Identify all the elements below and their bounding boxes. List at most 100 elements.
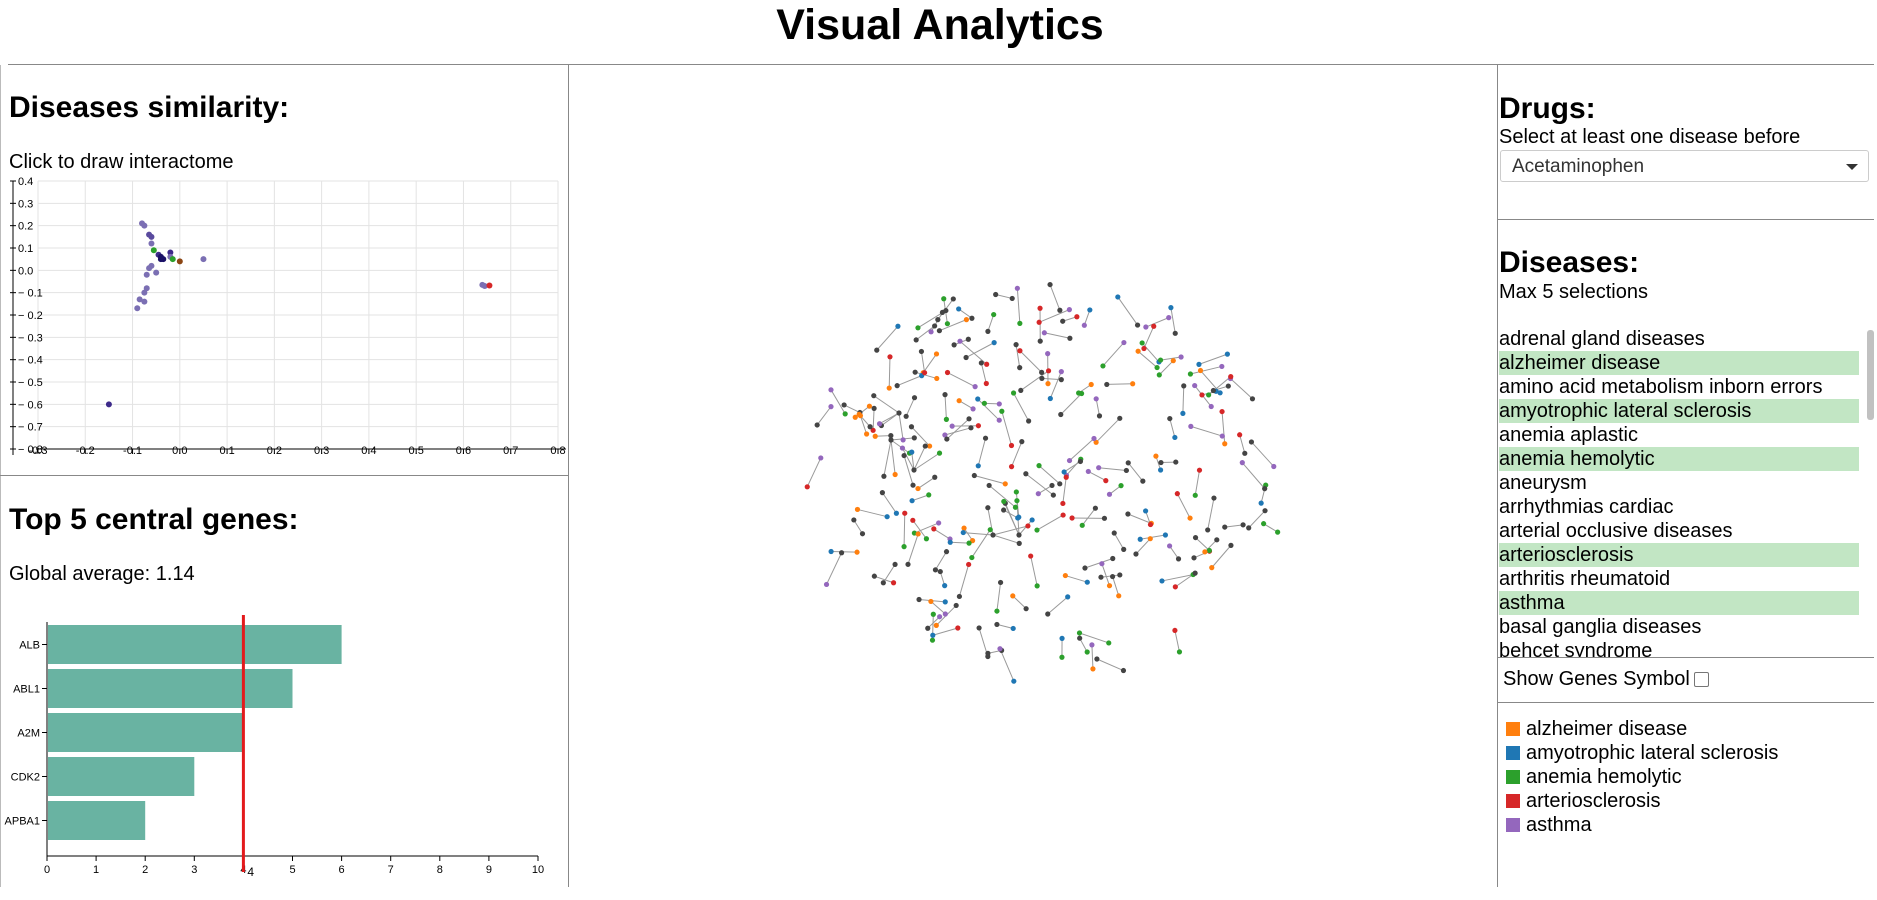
network-node[interactable]: [1084, 649, 1090, 655]
scatter-point[interactable]: [141, 289, 148, 296]
network-node[interactable]: [828, 387, 834, 393]
network-node[interactable]: [871, 573, 877, 579]
network-node[interactable]: [985, 505, 991, 511]
network-node[interactable]: [841, 402, 847, 408]
network-node[interactable]: [1210, 387, 1216, 394]
scatter-point[interactable]: [167, 249, 174, 256]
network-node[interactable]: [1262, 508, 1268, 514]
network-node[interactable]: [1074, 314, 1080, 320]
network-node[interactable]: [1147, 536, 1153, 542]
network-node[interactable]: [991, 340, 997, 346]
network-node[interactable]: [996, 417, 1002, 423]
disease-item[interactable]: behcet syndrome: [1499, 640, 1653, 657]
network-node[interactable]: [1117, 415, 1123, 421]
network-node[interactable]: [981, 400, 987, 406]
network-node[interactable]: [1084, 579, 1090, 585]
network-node[interactable]: [1088, 381, 1094, 388]
network-node[interactable]: [934, 375, 940, 382]
network-node[interactable]: [985, 650, 991, 656]
network-node[interactable]: [942, 432, 948, 438]
network-node[interactable]: [828, 404, 834, 410]
network-node[interactable]: [1059, 635, 1065, 641]
network-node[interactable]: [901, 544, 907, 550]
disease-item[interactable]: anemia aplastic: [1499, 424, 1638, 446]
network-node[interactable]: [1106, 640, 1112, 646]
network-node[interactable]: [918, 348, 925, 355]
network-node[interactable]: [1237, 432, 1243, 438]
network-node[interactable]: [1066, 457, 1073, 464]
network-node[interactable]: [937, 614, 943, 620]
network-node[interactable]: [828, 548, 834, 555]
drug-select[interactable]: Acetaminophen: [1500, 150, 1869, 182]
network-node[interactable]: [1159, 578, 1165, 584]
network-node[interactable]: [1110, 555, 1116, 562]
network-node[interactable]: [1002, 481, 1008, 487]
network-node[interactable]: [1013, 489, 1019, 495]
network-node[interactable]: [1060, 512, 1066, 518]
network-node[interactable]: [1158, 459, 1164, 466]
network-node[interactable]: [1173, 459, 1179, 465]
network-node[interactable]: [1045, 611, 1051, 617]
network-node[interactable]: [1010, 390, 1017, 396]
network-node[interactable]: [1029, 517, 1035, 523]
network-node[interactable]: [1196, 467, 1203, 473]
network-node[interactable]: [1209, 565, 1215, 571]
network-node[interactable]: [1015, 515, 1021, 521]
network-node[interactable]: [915, 325, 921, 331]
network-node[interactable]: [1192, 382, 1198, 389]
network-node[interactable]: [966, 416, 972, 422]
network-node[interactable]: [1170, 358, 1176, 364]
network-node[interactable]: [994, 608, 1000, 614]
network-node[interactable]: [968, 425, 974, 431]
network-node[interactable]: [1063, 474, 1069, 480]
scatter-point[interactable]: [160, 256, 167, 263]
network-node[interactable]: [852, 414, 858, 420]
network-node[interactable]: [984, 361, 990, 367]
network-node[interactable]: [1014, 498, 1020, 504]
show-genes-symbol-checkbox[interactable]: [1693, 672, 1709, 688]
scatter-point[interactable]: [486, 282, 493, 289]
network-node[interactable]: [1058, 377, 1064, 383]
network-node[interactable]: [928, 598, 934, 605]
interactome-network[interactable]: [569, 65, 1497, 887]
network-node[interactable]: [892, 561, 898, 568]
network-node[interactable]: [997, 646, 1003, 652]
network-node[interactable]: [963, 317, 970, 323]
network-node[interactable]: [874, 347, 880, 353]
scatter-point[interactable]: [153, 269, 160, 276]
network-node[interactable]: [1192, 570, 1198, 576]
network-node[interactable]: [1176, 649, 1183, 655]
network-node[interactable]: [1120, 667, 1127, 674]
network-node[interactable]: [933, 622, 939, 628]
scatter-point[interactable]: [176, 258, 183, 265]
network-node[interactable]: [1096, 413, 1103, 419]
network-node[interactable]: [950, 296, 956, 302]
disease-list-scrollbar[interactable]: [1867, 330, 1874, 420]
network-node[interactable]: [1089, 642, 1095, 648]
network-node[interactable]: [1093, 439, 1099, 445]
network-node[interactable]: [932, 474, 938, 480]
network-node[interactable]: [1106, 583, 1113, 589]
network-node[interactable]: [944, 369, 951, 376]
network-node[interactable]: [823, 581, 830, 588]
network-node[interactable]: [999, 408, 1005, 414]
disease-item[interactable]: amino acid metabolism inborn errors: [1499, 376, 1823, 398]
network-node[interactable]: [1187, 515, 1193, 521]
network-node[interactable]: [916, 596, 922, 603]
network-node[interactable]: [1258, 500, 1264, 506]
network-node[interactable]: [1081, 322, 1087, 328]
scatter-point[interactable]: [146, 265, 153, 272]
network-node[interactable]: [888, 433, 894, 439]
scatter-point[interactable]: [141, 298, 148, 305]
network-node[interactable]: [928, 329, 934, 335]
network-node[interactable]: [942, 599, 948, 605]
network-node[interactable]: [1222, 524, 1228, 530]
network-node[interactable]: [1076, 630, 1083, 636]
network-node[interactable]: [1178, 354, 1184, 360]
network-node[interactable]: [1117, 572, 1123, 578]
network-node[interactable]: [1125, 511, 1131, 517]
network-node[interactable]: [1214, 537, 1220, 543]
network-node[interactable]: [951, 342, 957, 348]
disease-item[interactable]: aneurysm: [1499, 472, 1587, 494]
network-node[interactable]: [854, 549, 860, 555]
